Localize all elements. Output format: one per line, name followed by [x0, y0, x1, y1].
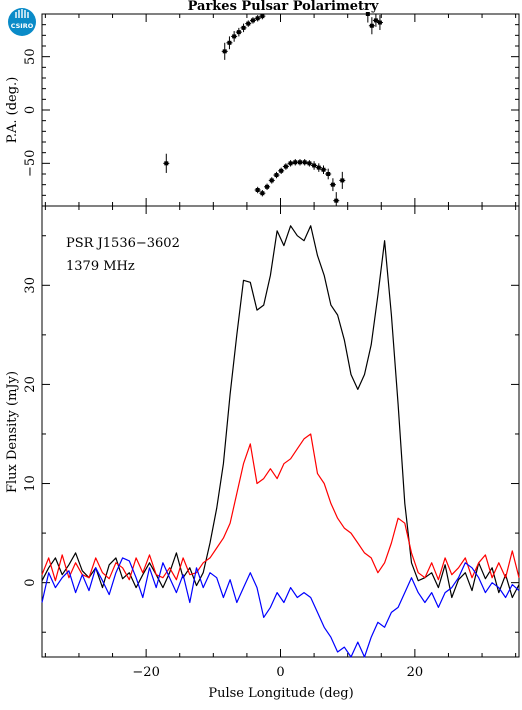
pa-marker: [250, 18, 255, 23]
chart-title: Parkes Pulsar Polarimetry: [188, 0, 379, 14]
flux-y-tick-label: 10: [23, 475, 38, 492]
pa-marker: [164, 161, 169, 166]
flux-y-tick-label: 30: [23, 277, 38, 294]
pa-point: [259, 14, 266, 20]
flux-axis-label: Flux Density (mJy): [5, 371, 20, 493]
pa-marker: [269, 178, 274, 183]
pa-marker: [312, 163, 317, 168]
pa-panel-frame: [41, 13, 520, 207]
pa-point: [278, 167, 285, 174]
csiro-logo: CSIRO: [8, 8, 36, 36]
pa-point: [364, 12, 371, 23]
pulsar-name-label: PSR J1536−3602: [66, 236, 180, 251]
pa-marker: [222, 49, 227, 54]
pa-y-tick-label: 50: [23, 48, 38, 65]
pa-point: [320, 165, 327, 174]
pa-marker: [241, 25, 246, 30]
pa-axis-label: P.A. (deg.): [5, 77, 20, 144]
pa-point: [264, 183, 271, 190]
pa-marker: [260, 14, 265, 19]
pa-marker: [246, 21, 251, 26]
pa-marker: [334, 198, 339, 203]
pa-point: [235, 27, 242, 37]
pa-point: [311, 161, 318, 170]
pa-point: [376, 15, 383, 30]
pa-marker: [373, 18, 378, 23]
csiro-logo-text: CSIRO: [11, 22, 34, 30]
pa-marker: [377, 20, 382, 25]
pa-marker: [255, 16, 260, 21]
pa-point: [254, 15, 261, 22]
pa-point: [282, 163, 289, 170]
pa-marker: [232, 34, 237, 39]
x-tick-label: 0: [276, 665, 284, 680]
pa-point: [315, 163, 322, 172]
pa-point: [368, 17, 375, 35]
pa-point: [245, 20, 252, 27]
pa-marker: [326, 172, 331, 176]
pa-y-tick-label: −50: [23, 150, 38, 177]
pa-marker: [340, 178, 345, 183]
flux-y-tick-label: 20: [23, 376, 38, 393]
pa-marker: [302, 160, 307, 165]
pa-point: [301, 159, 308, 166]
x-tick-label: −20: [132, 665, 159, 680]
pa-point: [306, 160, 313, 167]
x-tick-label: 20: [407, 665, 424, 680]
linear-polarization-line: [41, 433, 520, 582]
pa-marker: [288, 161, 293, 166]
pa-point: [249, 17, 256, 24]
pa-series: [163, 12, 383, 206]
pa-marker: [279, 168, 284, 173]
frequency-label: 1379 MHz: [66, 259, 135, 274]
pa-point: [273, 171, 280, 179]
pa-marker: [260, 191, 265, 196]
pa-point: [221, 42, 228, 60]
pa-marker: [365, 12, 370, 16]
pa-marker: [297, 160, 302, 165]
pa-marker: [293, 160, 298, 165]
pa-point: [287, 160, 294, 167]
pa-point: [372, 14, 379, 27]
pa-point: [254, 186, 261, 194]
pa-marker: [321, 167, 326, 172]
pa-point: [240, 23, 247, 33]
pa-marker: [255, 188, 260, 192]
pa-point: [333, 192, 340, 206]
total-intensity-line: [41, 225, 520, 599]
pa-marker: [369, 23, 374, 28]
pa-marker: [274, 173, 279, 178]
pa-point: [226, 36, 233, 50]
pa-y-tick-label: 0: [23, 106, 38, 114]
pa-point: [259, 190, 266, 197]
pa-point: [163, 153, 170, 173]
flux-series: [41, 225, 520, 658]
flux-y-tick-label: 0: [23, 579, 38, 587]
pa-marker: [330, 182, 335, 187]
x-axis-label: Pulse Longitude (deg): [208, 686, 353, 701]
pa-point: [339, 171, 346, 189]
pa-marker: [283, 164, 288, 169]
pa-point: [329, 178, 336, 192]
pa-marker: [227, 40, 232, 45]
pa-point: [268, 177, 275, 184]
pa-marker: [265, 184, 270, 189]
pa-point: [231, 31, 238, 42]
pa-marker: [236, 30, 241, 35]
pa-point: [325, 168, 332, 180]
axis-ticks: −20 0 20 −50 0 50 0 10 20 30: [23, 13, 519, 680]
circular-polarization-line: [41, 557, 520, 658]
pa-marker: [316, 165, 321, 170]
pa-marker: [307, 161, 312, 166]
